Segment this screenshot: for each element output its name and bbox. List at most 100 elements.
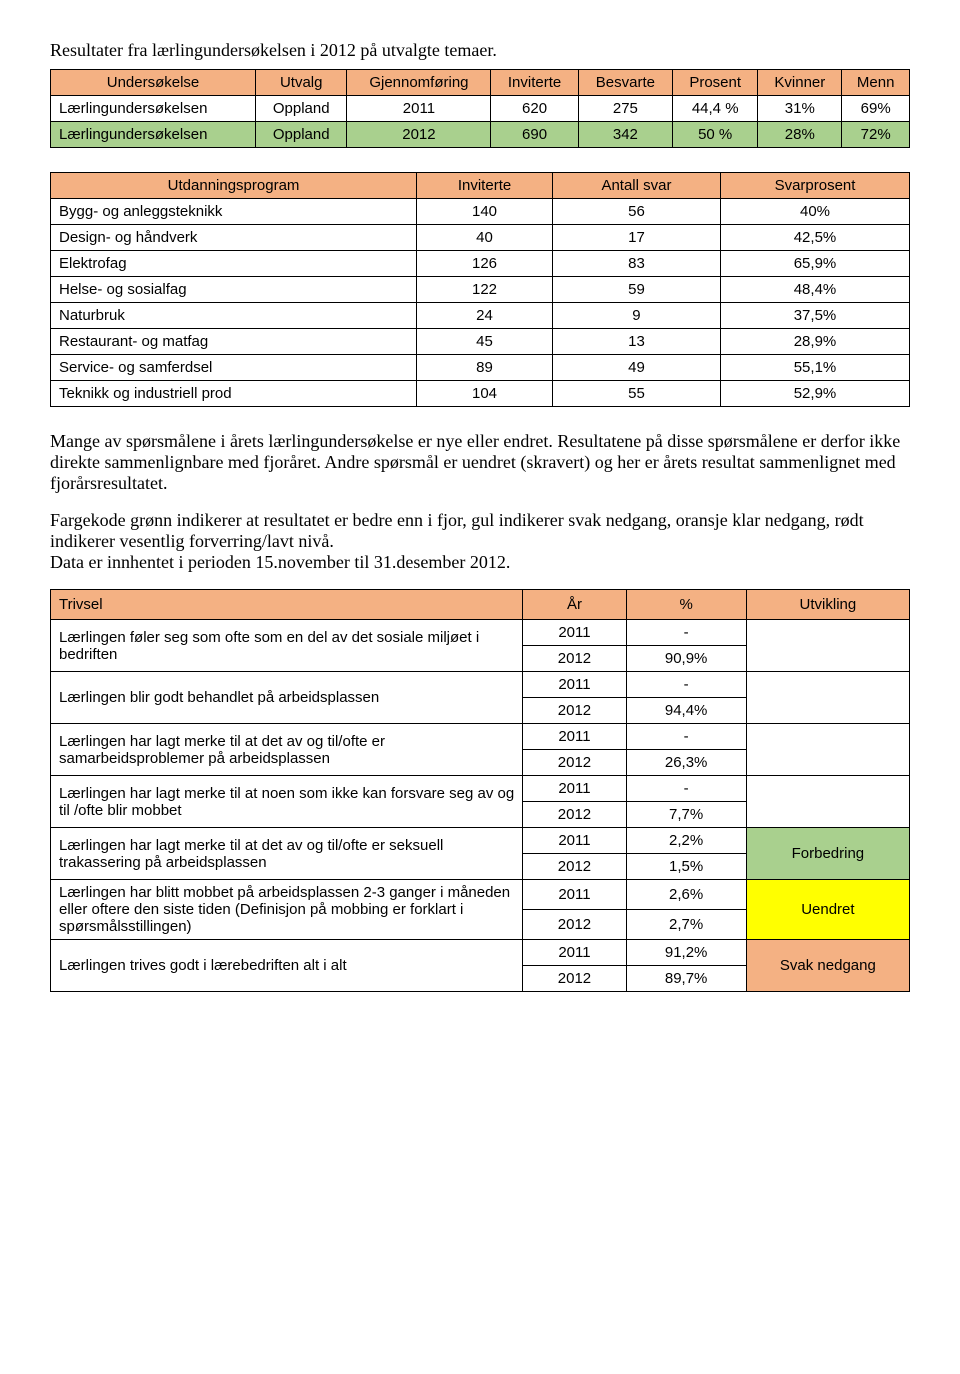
table1-cell: 275 xyxy=(578,96,672,122)
trivsel-year: 2012 xyxy=(523,854,626,880)
survey-overview-table: UndersøkelseUtvalgGjennomføringInviterte… xyxy=(50,69,910,148)
trivsel-year: 2011 xyxy=(523,724,626,750)
trivsel-year: 2012 xyxy=(523,698,626,724)
table2-cell: 40% xyxy=(721,199,910,225)
paragraph-1: Mange av spørsmålene i årets lærlingunde… xyxy=(50,431,910,494)
table1-header: Prosent xyxy=(673,70,758,96)
table1-cell: 50 % xyxy=(673,122,758,148)
trivsel-year: 2011 xyxy=(523,672,626,698)
trivsel-status xyxy=(746,672,909,724)
table1-cell: 69% xyxy=(842,96,910,122)
trivsel-row: Lærlingen føler seg som ofte som en del … xyxy=(51,620,910,646)
trivsel-year: 2011 xyxy=(523,940,626,966)
trivsel-row: Lærlingen blir godt behandlet på arbeids… xyxy=(51,672,910,698)
trivsel-desc: Lærlingen har lagt merke til at det av o… xyxy=(51,828,523,880)
table1-header: Menn xyxy=(842,70,910,96)
trivsel-status xyxy=(746,620,909,672)
table2-cell: 17 xyxy=(552,225,720,251)
table1-row: LærlingundersøkelsenOppland201269034250 … xyxy=(51,122,910,148)
table1-cell: Lærlingundersøkelsen xyxy=(51,96,256,122)
table1-header: Undersøkelse xyxy=(51,70,256,96)
table2-row: Service- og samferdsel894955,1% xyxy=(51,355,910,381)
trivsel-status xyxy=(746,724,909,776)
trivsel-value: 94,4% xyxy=(626,698,746,724)
table2-cell: 89 xyxy=(417,355,553,381)
paragraph-2-line1: Fargekode grønn indikerer at resultatet … xyxy=(50,510,864,551)
paragraph-2: Fargekode grønn indikerer at resultatet … xyxy=(50,510,910,573)
trivsel-year: 2011 xyxy=(523,620,626,646)
table2-cell: 28,9% xyxy=(721,329,910,355)
table2-cell: Teknikk og industriell prod xyxy=(51,381,417,407)
table1-header: Inviterte xyxy=(491,70,578,96)
table2-cell: 49 xyxy=(552,355,720,381)
trivsel-value: - xyxy=(626,776,746,802)
trivsel-desc: Lærlingen føler seg som ofte som en del … xyxy=(51,620,523,672)
table1-cell: 2012 xyxy=(347,122,491,148)
table2-header: Antall svar xyxy=(552,173,720,199)
table2-row: Restaurant- og matfag451328,9% xyxy=(51,329,910,355)
trivsel-value: 7,7% xyxy=(626,802,746,828)
trivsel-header: År xyxy=(523,590,626,620)
table1-header: Besvarte xyxy=(578,70,672,96)
trivsel-header: Utvikling xyxy=(746,590,909,620)
table1-header: Kvinner xyxy=(758,70,842,96)
trivsel-year: 2011 xyxy=(523,776,626,802)
trivsel-value: 2,6% xyxy=(626,880,746,910)
trivsel-year: 2012 xyxy=(523,750,626,776)
table2-cell: Service- og samferdsel xyxy=(51,355,417,381)
table1-cell: 28% xyxy=(758,122,842,148)
trivsel-desc: Lærlingen blir godt behandlet på arbeids… xyxy=(51,672,523,724)
table2-header: Inviterte xyxy=(417,173,553,199)
table1-cell: Lærlingundersøkelsen xyxy=(51,122,256,148)
trivsel-desc: Lærlingen har blitt mobbet på arbeidspla… xyxy=(51,880,523,940)
table2-cell: Helse- og sosialfag xyxy=(51,277,417,303)
table2-cell: 55 xyxy=(552,381,720,407)
table1-row: LærlingundersøkelsenOppland201162027544,… xyxy=(51,96,910,122)
table1-header: Gjennomføring xyxy=(347,70,491,96)
trivsel-value: 2,2% xyxy=(626,828,746,854)
table2-cell: 24 xyxy=(417,303,553,329)
table1-cell: 72% xyxy=(842,122,910,148)
table2-cell: 52,9% xyxy=(721,381,910,407)
table1-cell: Oppland xyxy=(256,122,347,148)
table2-cell: 59 xyxy=(552,277,720,303)
table2-row: Naturbruk24937,5% xyxy=(51,303,910,329)
table2-cell: Bygg- og anleggsteknikk xyxy=(51,199,417,225)
trivsel-year: 2011 xyxy=(523,828,626,854)
trivsel-value: 26,3% xyxy=(626,750,746,776)
table2-cell: Restaurant- og matfag xyxy=(51,329,417,355)
trivsel-value: 90,9% xyxy=(626,646,746,672)
table1-header: Utvalg xyxy=(256,70,347,96)
table2-cell: 65,9% xyxy=(721,251,910,277)
trivsel-desc: Lærlingen trives godt i lærebedriften al… xyxy=(51,940,523,992)
trivsel-desc: Lærlingen har lagt merke til at noen som… xyxy=(51,776,523,828)
trivsel-value: - xyxy=(626,620,746,646)
table1-cell: Oppland xyxy=(256,96,347,122)
table2-cell: 48,4% xyxy=(721,277,910,303)
trivsel-value: - xyxy=(626,672,746,698)
table2-cell: 13 xyxy=(552,329,720,355)
trivsel-year: 2012 xyxy=(523,910,626,940)
trivsel-row: Lærlingen trives godt i lærebedriften al… xyxy=(51,940,910,966)
trivsel-status: Forbedring xyxy=(746,828,909,880)
table2-header: Svarprosent xyxy=(721,173,910,199)
table2-cell: 55,1% xyxy=(721,355,910,381)
trivsel-year: 2012 xyxy=(523,646,626,672)
table2-row: Design- og håndverk401742,5% xyxy=(51,225,910,251)
trivsel-status: Uendret xyxy=(746,880,909,940)
trivsel-row: Lærlingen har lagt merke til at det av o… xyxy=(51,828,910,854)
trivsel-header: Trivsel xyxy=(51,590,523,620)
trivsel-value: 91,2% xyxy=(626,940,746,966)
table1-cell: 342 xyxy=(578,122,672,148)
table2-cell: 104 xyxy=(417,381,553,407)
table2-cell: Naturbruk xyxy=(51,303,417,329)
trivsel-row: Lærlingen har blitt mobbet på arbeidspla… xyxy=(51,880,910,910)
table2-row: Teknikk og industriell prod1045552,9% xyxy=(51,381,910,407)
trivsel-year: 2012 xyxy=(523,966,626,992)
page-title: Resultater fra lærlingundersøkelsen i 20… xyxy=(50,40,910,61)
table1-cell: 690 xyxy=(491,122,578,148)
table2-header: Utdanningsprogram xyxy=(51,173,417,199)
table2-row: Elektrofag1268365,9% xyxy=(51,251,910,277)
program-table: UtdanningsprogramInviterteAntall svarSva… xyxy=(50,172,910,407)
trivsel-status xyxy=(746,776,909,828)
